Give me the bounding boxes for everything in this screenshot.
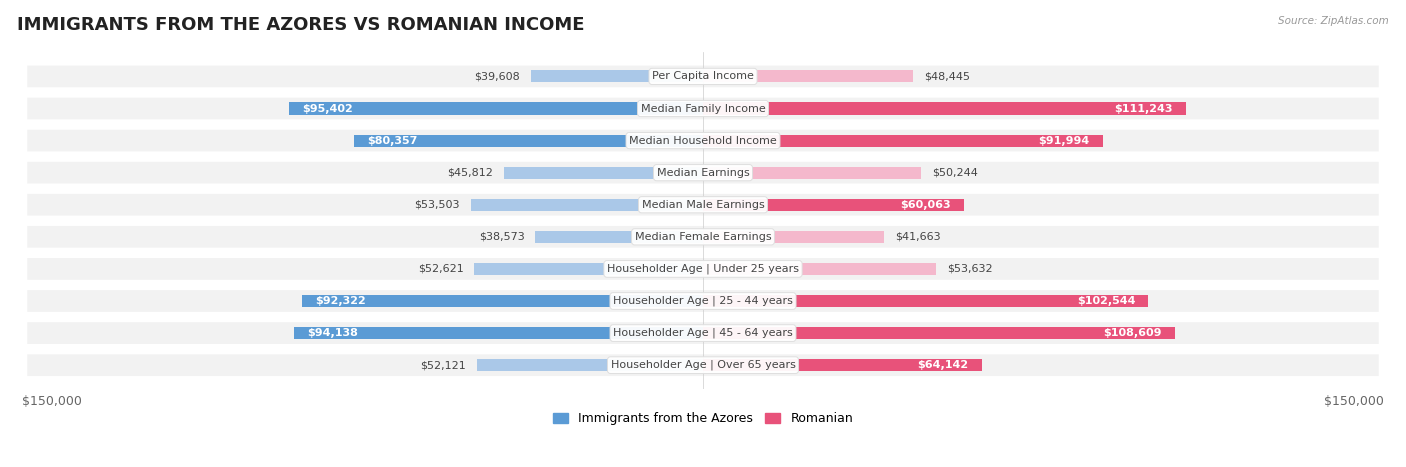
Text: IMMIGRANTS FROM THE AZORES VS ROMANIAN INCOME: IMMIGRANTS FROM THE AZORES VS ROMANIAN I… xyxy=(17,16,585,35)
Bar xyxy=(703,199,965,211)
Text: $64,142: $64,142 xyxy=(917,360,969,370)
FancyBboxPatch shape xyxy=(25,96,1381,121)
Bar xyxy=(703,327,1174,339)
Text: $53,632: $53,632 xyxy=(946,264,993,274)
Bar xyxy=(703,263,936,275)
Bar xyxy=(471,199,703,211)
Bar xyxy=(302,295,703,307)
Text: $95,402: $95,402 xyxy=(302,104,353,113)
Text: $48,445: $48,445 xyxy=(924,71,970,81)
Bar xyxy=(288,102,703,114)
FancyBboxPatch shape xyxy=(25,160,1381,185)
Text: $53,503: $53,503 xyxy=(415,200,460,210)
Text: Householder Age | Over 65 years: Householder Age | Over 65 years xyxy=(610,360,796,370)
Text: Per Capita Income: Per Capita Income xyxy=(652,71,754,81)
Text: $52,121: $52,121 xyxy=(420,360,465,370)
Text: $41,663: $41,663 xyxy=(894,232,941,242)
Text: $111,243: $111,243 xyxy=(1115,104,1173,113)
Text: $80,357: $80,357 xyxy=(367,135,418,146)
Legend: Immigrants from the Azores, Romanian: Immigrants from the Azores, Romanian xyxy=(548,407,858,430)
Bar xyxy=(703,359,981,371)
Text: $102,544: $102,544 xyxy=(1077,296,1135,306)
Bar xyxy=(703,295,1149,307)
FancyBboxPatch shape xyxy=(25,353,1381,378)
FancyBboxPatch shape xyxy=(25,224,1381,249)
Text: Median Female Earnings: Median Female Earnings xyxy=(634,232,772,242)
Text: Source: ZipAtlas.com: Source: ZipAtlas.com xyxy=(1278,16,1389,26)
Text: Median Family Income: Median Family Income xyxy=(641,104,765,113)
FancyBboxPatch shape xyxy=(25,192,1381,217)
FancyBboxPatch shape xyxy=(25,128,1381,153)
Bar xyxy=(474,263,703,275)
Text: Householder Age | 45 - 64 years: Householder Age | 45 - 64 years xyxy=(613,328,793,338)
Text: $45,812: $45,812 xyxy=(447,168,494,177)
FancyBboxPatch shape xyxy=(25,256,1381,282)
Bar xyxy=(503,167,703,179)
Text: $38,573: $38,573 xyxy=(479,232,524,242)
Bar xyxy=(294,327,703,339)
FancyBboxPatch shape xyxy=(25,64,1381,89)
Bar xyxy=(531,71,703,83)
Bar xyxy=(703,231,884,243)
Bar xyxy=(477,359,703,371)
FancyBboxPatch shape xyxy=(25,320,1381,346)
Text: $91,994: $91,994 xyxy=(1038,135,1090,146)
Text: Median Earnings: Median Earnings xyxy=(657,168,749,177)
Text: $108,609: $108,609 xyxy=(1104,328,1161,338)
Bar xyxy=(536,231,703,243)
Text: Median Household Income: Median Household Income xyxy=(628,135,778,146)
Bar xyxy=(703,167,921,179)
Bar xyxy=(703,134,1102,147)
FancyBboxPatch shape xyxy=(25,289,1381,314)
Text: $50,244: $50,244 xyxy=(932,168,979,177)
Bar xyxy=(703,71,914,83)
Text: Median Male Earnings: Median Male Earnings xyxy=(641,200,765,210)
Text: $92,322: $92,322 xyxy=(315,296,366,306)
Text: Householder Age | 25 - 44 years: Householder Age | 25 - 44 years xyxy=(613,296,793,306)
Bar xyxy=(354,134,703,147)
Bar xyxy=(703,102,1187,114)
Text: Householder Age | Under 25 years: Householder Age | Under 25 years xyxy=(607,264,799,274)
Text: $60,063: $60,063 xyxy=(900,200,950,210)
Text: $39,608: $39,608 xyxy=(474,71,520,81)
Text: $94,138: $94,138 xyxy=(307,328,359,338)
Text: $52,621: $52,621 xyxy=(418,264,464,274)
